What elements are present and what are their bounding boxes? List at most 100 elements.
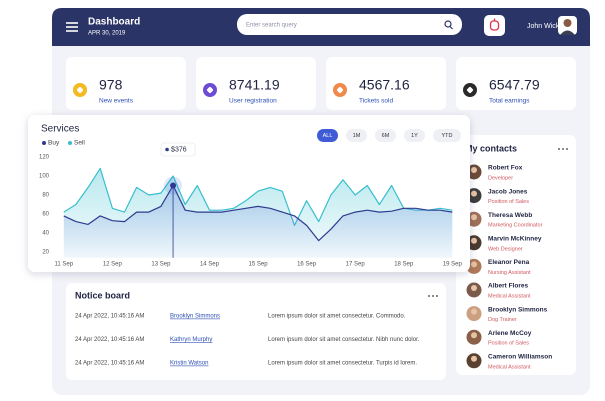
date: APR 30, 2019 bbox=[88, 31, 126, 37]
legend-label: Buy bbox=[48, 140, 60, 147]
stat-label: User registration bbox=[229, 98, 277, 105]
contact-role: Marketing Coordinator bbox=[488, 223, 543, 229]
stat-value: 6547.79 bbox=[489, 77, 540, 93]
range-button[interactable] bbox=[346, 129, 367, 142]
x-tick-label: 11 Sep bbox=[55, 262, 74, 268]
avatar-head bbox=[563, 19, 572, 27]
notice-author[interactable]: Kathryn Murphy bbox=[170, 337, 212, 343]
bell-icon bbox=[489, 18, 500, 31]
y-tick-label: 20 bbox=[42, 250, 49, 256]
range-label: 6M bbox=[382, 133, 390, 139]
x-tick-label: 14 Sep bbox=[200, 262, 220, 268]
contact-name: Arlene McCoy bbox=[488, 330, 532, 337]
notice-author[interactable]: Kristin Watson bbox=[170, 361, 208, 367]
range-button[interactable] bbox=[375, 129, 396, 142]
range-label: YTD bbox=[442, 133, 453, 139]
y-tick-label: 80 bbox=[42, 193, 49, 199]
notice-text: Lorem ipsum dolor sit amet consectetur. … bbox=[268, 314, 406, 320]
notice-card bbox=[66, 283, 446, 380]
stat-label: New events bbox=[99, 98, 134, 105]
contact-role: Medical Assistant bbox=[488, 293, 531, 299]
contact-name: Theresa Webb bbox=[488, 212, 532, 219]
stat-label: Total earnings bbox=[489, 98, 530, 105]
menu-button[interactable] bbox=[66, 22, 78, 32]
tooltip-point bbox=[170, 182, 177, 189]
stat-cards: 978 New events 8741.19 User registration 456… bbox=[66, 57, 576, 110]
x-tick-label: 12 Sep bbox=[103, 262, 123, 268]
contact-name: Robert Fox bbox=[488, 165, 523, 172]
stat-icon-glyph bbox=[206, 86, 214, 94]
chart-title: Services bbox=[41, 124, 79, 135]
stat-value: 4567.16 bbox=[359, 77, 410, 93]
notice-title: Notice board bbox=[75, 290, 130, 300]
contacts-menu[interactable] bbox=[558, 148, 568, 150]
x-tick-label: 16 Sep bbox=[297, 262, 317, 268]
contacts-card bbox=[456, 135, 576, 375]
range-button[interactable] bbox=[317, 129, 338, 142]
stat-value: 8741.19 bbox=[229, 77, 280, 93]
contact-face bbox=[471, 355, 477, 362]
stat-value: 978 bbox=[99, 77, 123, 93]
search-icon[interactable] bbox=[444, 20, 453, 30]
avatar-body bbox=[560, 30, 575, 35]
contact-role: Nursing Assistant bbox=[488, 270, 531, 276]
stat-icon-glyph bbox=[336, 86, 344, 94]
stat-card bbox=[456, 57, 576, 110]
stat-icon-glyph bbox=[466, 86, 474, 94]
range-label: 1M bbox=[353, 133, 361, 139]
contact-face bbox=[471, 308, 477, 315]
contact-name: Cameron Williamson bbox=[488, 354, 552, 361]
contact-face bbox=[471, 237, 477, 244]
contacts-title: My contacts bbox=[465, 143, 517, 153]
contact-role: Web Designer bbox=[488, 246, 523, 252]
stat-card bbox=[66, 57, 186, 110]
notice-text: Lorem ipsum dolor sit amet consectetur. … bbox=[268, 361, 417, 367]
services-chart: Services Buy Sell ALL 1M 6M 1Y YTD 20 40 60 80 100 1… bbox=[28, 115, 470, 272]
notice-author[interactable]: Brooklyn Simmons bbox=[170, 314, 220, 320]
y-tick-label: 60 bbox=[42, 212, 49, 218]
contact-role: Medical Assistant bbox=[488, 364, 531, 370]
notice-text: Lorem ipsum dolor sit amet consectetur. … bbox=[268, 337, 420, 343]
range-button[interactable] bbox=[404, 129, 425, 142]
y-tick-label: 120 bbox=[39, 155, 50, 161]
contact-role: Position of Sales bbox=[488, 199, 529, 205]
contact-role: Developer bbox=[488, 175, 513, 181]
notification-button[interactable] bbox=[484, 15, 505, 36]
x-tick-label: 13 Sep bbox=[151, 262, 171, 268]
range-button[interactable] bbox=[433, 129, 461, 142]
contact-face bbox=[471, 214, 477, 221]
x-tick-label: 18 Sep bbox=[394, 262, 414, 268]
notice-rows: 24 Apr 2022, 10:45:16 AM Brooklyn Simmons… bbox=[75, 314, 420, 367]
series-area bbox=[63, 185, 453, 258]
contact-name: Eleanor Pena bbox=[488, 259, 530, 266]
x-tick-label: 17 Sep bbox=[346, 262, 366, 268]
contact-role: Position of Sales bbox=[488, 341, 529, 347]
x-tick-label: 19 Sep bbox=[443, 262, 463, 268]
contact-list: Robert Fox Developer Jacob Jones Position o… bbox=[466, 164, 552, 370]
range-label: 1Y bbox=[411, 133, 418, 139]
tooltip-box bbox=[160, 142, 196, 157]
search-box[interactable] bbox=[237, 14, 462, 35]
contact-name: Albert Flores bbox=[488, 283, 528, 290]
contact-name: Brooklyn Simmons bbox=[488, 306, 548, 313]
notice-menu[interactable] bbox=[428, 295, 438, 297]
legend-dot bbox=[42, 141, 46, 145]
contact-face bbox=[471, 167, 477, 173]
stat-card bbox=[196, 57, 316, 110]
search-placeholder: Enter search query bbox=[246, 23, 297, 29]
series-line bbox=[63, 167, 453, 226]
notice-date: 24 Apr 2022, 10:45:16 AM bbox=[75, 314, 144, 320]
notice-date: 24 Apr 2022, 10:45:16 AM bbox=[75, 337, 144, 343]
tooltip-dot bbox=[165, 147, 169, 152]
range-label: ALL bbox=[323, 133, 333, 139]
stat-icon-glyph bbox=[76, 86, 84, 94]
y-tick-label: 100 bbox=[39, 174, 50, 180]
stat-label: Tickets sold bbox=[359, 98, 393, 105]
contact-name: Marvin McKinney bbox=[488, 236, 542, 243]
contact-face bbox=[471, 190, 477, 197]
contact-face bbox=[471, 332, 477, 339]
page-title: Dashboard bbox=[88, 17, 140, 28]
contact-role: Dog Trainer bbox=[488, 317, 517, 323]
